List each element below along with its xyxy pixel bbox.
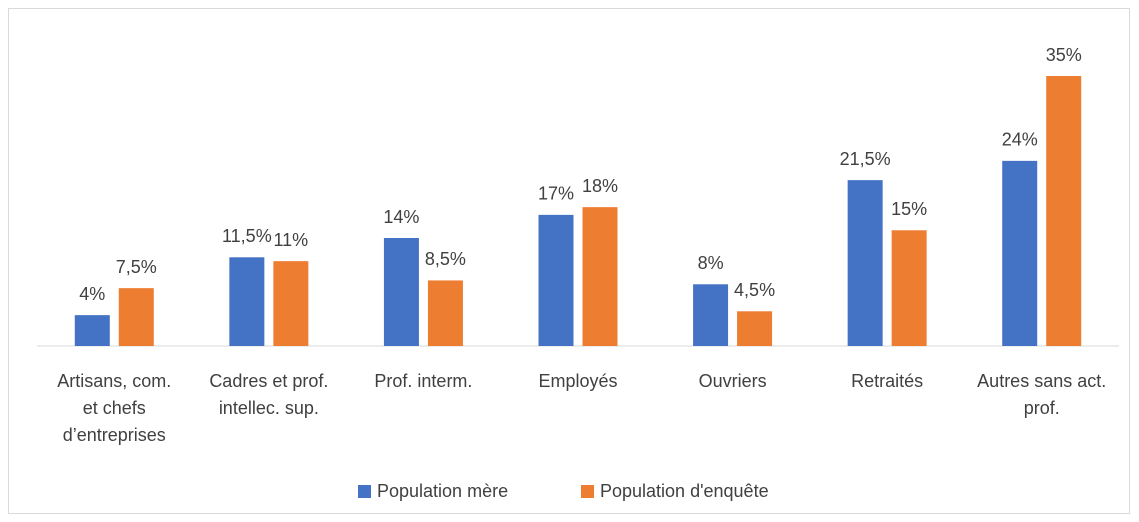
x-tick-label: Ouvriers bbox=[699, 371, 767, 391]
x-tick-label: Employés bbox=[538, 371, 617, 391]
bar bbox=[538, 214, 574, 346]
bar bbox=[427, 280, 463, 346]
data-label: 4,5% bbox=[734, 280, 775, 300]
legend-label: Population mère bbox=[377, 481, 508, 501]
data-label: 15% bbox=[891, 199, 927, 219]
data-label: 18% bbox=[582, 176, 618, 196]
data-label: 11% bbox=[274, 230, 309, 250]
x-tick-label: Cadres et prof. bbox=[209, 371, 328, 391]
data-label: 11,5% bbox=[222, 226, 272, 246]
legend-label: Population d'enquête bbox=[600, 481, 769, 501]
bar bbox=[582, 207, 618, 346]
x-tick-label: Prof. interm. bbox=[374, 371, 472, 391]
data-label: 7,5% bbox=[116, 257, 157, 277]
bar bbox=[737, 311, 773, 346]
data-label: 14% bbox=[383, 207, 419, 227]
bar bbox=[847, 180, 883, 346]
legend-swatch bbox=[581, 485, 594, 498]
x-tick-label: Artisans, com. bbox=[57, 371, 171, 391]
data-label: 35% bbox=[1046, 45, 1082, 65]
x-tick-label: prof. bbox=[1024, 398, 1060, 418]
data-label: 8% bbox=[698, 253, 724, 273]
x-tick-label: intellec. sup. bbox=[219, 398, 319, 418]
data-label: 24% bbox=[1002, 130, 1038, 150]
legend-swatch bbox=[358, 485, 371, 498]
bar bbox=[1046, 76, 1082, 346]
bar bbox=[74, 315, 110, 346]
bar bbox=[229, 257, 265, 346]
data-label: 17% bbox=[538, 184, 574, 204]
x-tick-label: Autres sans act. bbox=[977, 371, 1106, 391]
data-label: 21,5% bbox=[840, 149, 891, 169]
bar bbox=[1002, 160, 1038, 346]
bar bbox=[693, 284, 729, 346]
x-tick-label: et chefs bbox=[83, 398, 146, 418]
x-tick-label: Retraités bbox=[851, 371, 923, 391]
bar bbox=[273, 261, 309, 346]
bar bbox=[383, 238, 419, 346]
bar bbox=[891, 230, 927, 346]
data-label: 8,5% bbox=[425, 249, 466, 269]
bar bbox=[118, 288, 154, 346]
x-tick-label: d’entreprises bbox=[63, 425, 166, 445]
data-label: 4% bbox=[79, 284, 105, 304]
